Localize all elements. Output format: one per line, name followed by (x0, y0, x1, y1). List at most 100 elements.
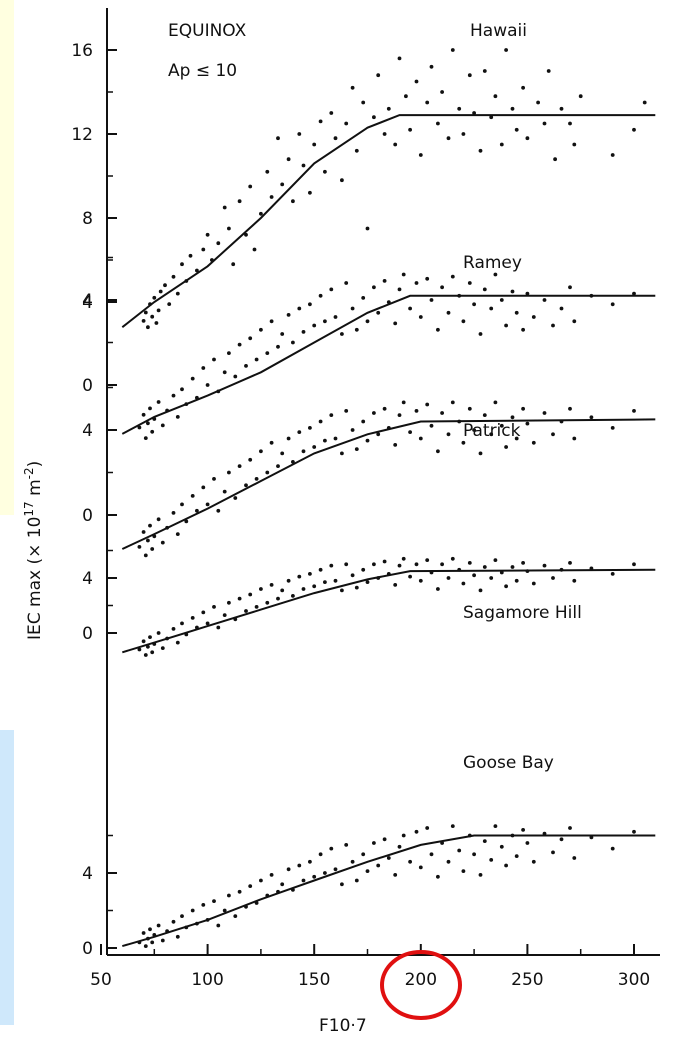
data-point (542, 298, 547, 302)
data-point (393, 321, 398, 326)
data-point (499, 298, 504, 302)
data-point (429, 423, 434, 428)
station-label: Patrick (463, 421, 521, 441)
data-point (222, 489, 227, 494)
data-point (201, 247, 206, 252)
data-point (205, 502, 210, 507)
data-point (354, 327, 359, 332)
data-point (248, 336, 253, 341)
data-point (244, 483, 248, 488)
data-point (450, 824, 455, 828)
data-point (467, 281, 472, 285)
data-point (248, 184, 253, 189)
data-point (418, 865, 423, 870)
data-point (386, 300, 391, 304)
data-point (286, 578, 291, 583)
data-point (589, 415, 594, 420)
data-point (559, 106, 564, 111)
y-axis-label-main: IEC max (× 10 (25, 517, 45, 640)
y-tick-label: 4 (82, 293, 93, 313)
data-point (244, 364, 248, 368)
data-point (184, 402, 189, 406)
data-point (350, 859, 355, 864)
y-tick-label: 8 (82, 209, 93, 229)
y-tick-label: 4 (82, 864, 93, 884)
data-point (493, 272, 498, 277)
data-point (446, 432, 451, 437)
data-point (531, 581, 536, 586)
data-point (297, 132, 302, 136)
data-point (401, 400, 406, 405)
data-point (286, 867, 291, 872)
data-point (376, 432, 381, 437)
fit-lines-layer (121, 114, 656, 948)
data-point (482, 839, 487, 843)
data-point (531, 859, 536, 864)
data-point (165, 525, 170, 530)
data-point (195, 395, 199, 400)
data-point (499, 570, 504, 575)
data-point (450, 274, 455, 279)
data-point (233, 617, 238, 622)
data-point (269, 873, 274, 877)
data-point (248, 592, 253, 597)
data-point (329, 111, 334, 115)
data-point (450, 400, 455, 405)
data-point (276, 344, 280, 349)
data-point (227, 351, 231, 355)
data-point (312, 445, 317, 449)
y-axis-label-sup: 17 (22, 501, 36, 516)
data-point (190, 616, 195, 620)
data-point (446, 310, 451, 315)
data-point (312, 584, 317, 589)
data-point (510, 106, 515, 111)
data-point (269, 440, 274, 445)
data-point (521, 828, 525, 832)
data-point (393, 873, 398, 877)
data-point (141, 931, 146, 935)
data-point (632, 127, 636, 132)
data-point (546, 69, 551, 73)
data-point (542, 121, 547, 126)
data-point (143, 310, 148, 315)
data-point (156, 923, 161, 928)
data-point (265, 600, 270, 605)
data-point (632, 562, 636, 567)
data-point (184, 279, 189, 283)
data-point (376, 576, 381, 580)
x-tick-label: 200 (405, 970, 437, 990)
data-point (216, 241, 221, 246)
data-point (333, 136, 338, 141)
data-point (478, 332, 483, 336)
data-point (143, 436, 148, 440)
data-point (152, 295, 157, 300)
data-point (344, 121, 349, 126)
data-point (525, 136, 530, 141)
data-point (233, 496, 238, 500)
data-point (237, 199, 242, 204)
data-point (329, 413, 334, 417)
data-point (237, 596, 242, 601)
data-point (291, 888, 295, 892)
data-point (642, 100, 647, 105)
data-point (467, 73, 472, 78)
data-point (165, 636, 170, 641)
data-point (401, 272, 406, 277)
data-point (175, 934, 180, 939)
data-point (210, 258, 214, 262)
data-point (472, 573, 476, 578)
data-point (291, 340, 295, 345)
y-tick-label: 16 (71, 41, 93, 61)
data-point (472, 302, 476, 307)
data-point (286, 436, 291, 441)
data-point (237, 464, 242, 468)
data-point (461, 440, 466, 445)
data-point (146, 325, 150, 330)
data-point (259, 327, 263, 332)
data-point (171, 511, 176, 515)
data-point (397, 413, 402, 417)
data-point (227, 470, 231, 475)
data-point (559, 837, 564, 842)
data-point (254, 605, 259, 609)
data-point (344, 843, 349, 847)
